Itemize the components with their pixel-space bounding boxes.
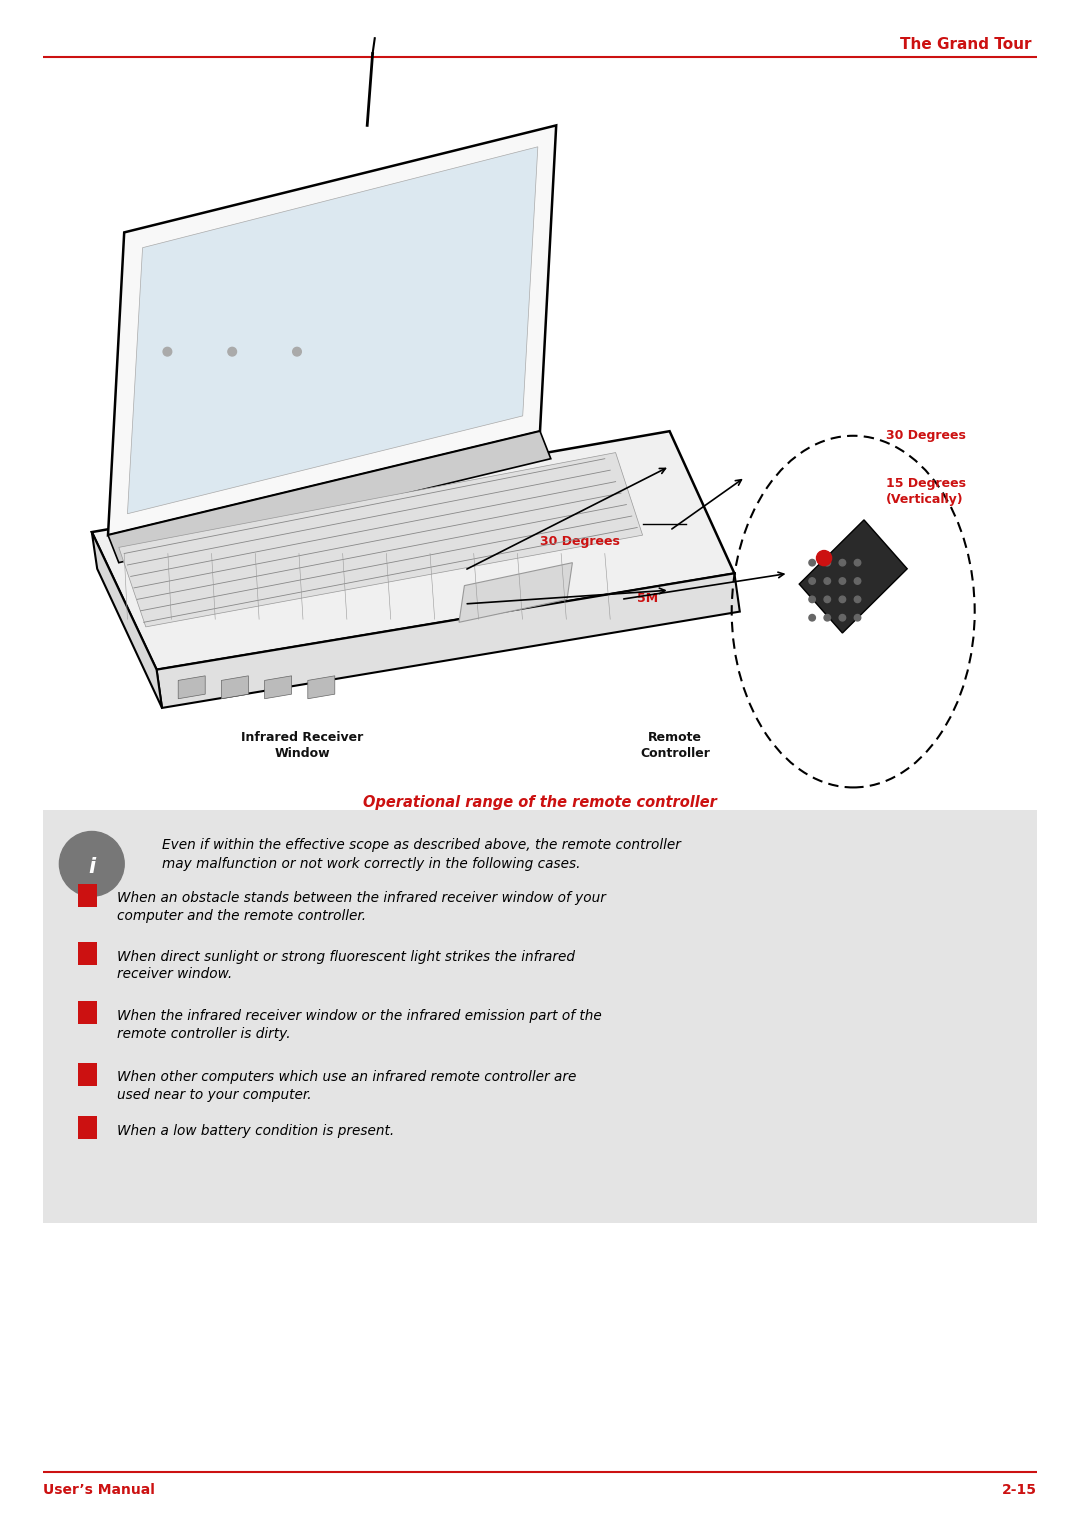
- FancyBboxPatch shape: [78, 942, 97, 965]
- Circle shape: [824, 578, 831, 584]
- FancyBboxPatch shape: [78, 1001, 97, 1024]
- Polygon shape: [108, 125, 556, 535]
- Text: When a low battery condition is present.: When a low battery condition is present.: [117, 1124, 394, 1138]
- Text: 30 Degrees: 30 Degrees: [540, 535, 620, 549]
- Circle shape: [839, 560, 846, 566]
- Text: When an obstacle stands between the infrared receiver window of your
computer an: When an obstacle stands between the infr…: [117, 891, 606, 924]
- Text: The Grand Tour: The Grand Tour: [900, 37, 1031, 52]
- Polygon shape: [178, 676, 205, 699]
- Polygon shape: [108, 431, 551, 563]
- Text: When direct sunlight or strong fluorescent light strikes the infrared
receiver w: When direct sunlight or strong fluoresce…: [117, 950, 575, 982]
- Circle shape: [163, 347, 172, 356]
- Circle shape: [854, 560, 861, 566]
- Polygon shape: [92, 431, 734, 670]
- FancyBboxPatch shape: [78, 884, 97, 907]
- Text: Operational range of the remote controller: Operational range of the remote controll…: [363, 795, 717, 810]
- Polygon shape: [459, 563, 572, 622]
- Polygon shape: [157, 573, 740, 708]
- Circle shape: [839, 596, 846, 602]
- Text: User’s Manual: User’s Manual: [43, 1483, 156, 1497]
- Circle shape: [809, 560, 815, 566]
- Circle shape: [839, 615, 846, 621]
- Text: Even if within the effective scope as described above, the remote controller
may: Even if within the effective scope as de…: [162, 838, 680, 872]
- Circle shape: [824, 596, 831, 602]
- Polygon shape: [308, 676, 335, 699]
- Circle shape: [824, 560, 831, 566]
- Circle shape: [809, 578, 815, 584]
- Polygon shape: [92, 532, 162, 708]
- Text: When other computers which use an infrared remote controller are
used near to yo: When other computers which use an infrar…: [117, 1070, 576, 1102]
- Circle shape: [59, 832, 124, 896]
- Polygon shape: [119, 453, 643, 627]
- Polygon shape: [265, 676, 292, 699]
- Circle shape: [809, 596, 815, 602]
- Circle shape: [293, 347, 301, 356]
- Text: 30 Degrees: 30 Degrees: [886, 430, 966, 442]
- Polygon shape: [799, 520, 907, 633]
- Polygon shape: [127, 147, 538, 514]
- Circle shape: [854, 596, 861, 602]
- Circle shape: [809, 615, 815, 621]
- Text: 2-15: 2-15: [1002, 1483, 1037, 1497]
- Circle shape: [824, 615, 831, 621]
- Text: 5M: 5M: [637, 592, 659, 605]
- Text: When the infrared receiver window or the infrared emission part of the
remote co: When the infrared receiver window or the…: [117, 1009, 602, 1041]
- FancyBboxPatch shape: [78, 1116, 97, 1139]
- Text: i: i: [89, 856, 95, 878]
- Circle shape: [839, 578, 846, 584]
- Text: 15 Degrees
(Vertically): 15 Degrees (Vertically): [886, 477, 966, 506]
- FancyBboxPatch shape: [78, 1063, 97, 1086]
- Circle shape: [854, 578, 861, 584]
- Circle shape: [854, 615, 861, 621]
- Text: Infrared Receiver
Window: Infrared Receiver Window: [241, 731, 364, 760]
- Polygon shape: [221, 676, 248, 699]
- Circle shape: [816, 550, 832, 566]
- FancyBboxPatch shape: [43, 810, 1037, 1223]
- Circle shape: [228, 347, 237, 356]
- Text: Remote
Controller: Remote Controller: [640, 731, 710, 760]
